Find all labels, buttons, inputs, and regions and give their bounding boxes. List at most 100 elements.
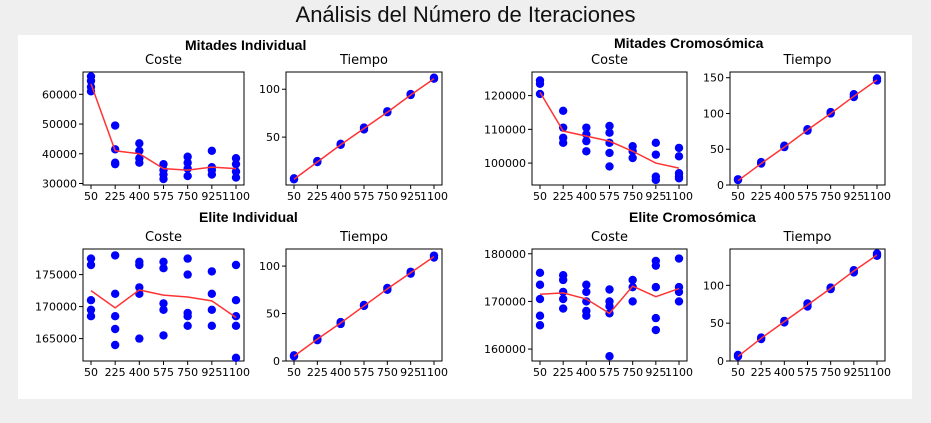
- y-tick-label: 100: [259, 83, 280, 96]
- y-tick-label: 170000: [35, 301, 77, 314]
- subplot-title: Coste: [591, 53, 628, 68]
- data-point: [159, 305, 168, 314]
- y-tick-label: 100000: [484, 157, 526, 170]
- subplot-title: Tiempo: [782, 53, 831, 68]
- y-tick-label: 30000: [42, 178, 77, 191]
- x-tick-label: 1100: [863, 366, 891, 379]
- data-point: [231, 154, 241, 163]
- data-point: [535, 311, 545, 320]
- y-tick-label: 0: [273, 355, 280, 368]
- data-point: [86, 72, 96, 81]
- data-point: [651, 261, 661, 270]
- data-point: [674, 297, 684, 306]
- data-point: [535, 321, 545, 330]
- data-point: [207, 267, 217, 276]
- x-tick-label: 50: [84, 190, 98, 203]
- data-point: [86, 254, 96, 263]
- group-title-mitades-cromosomica: Mitades Cromosómica: [614, 35, 764, 51]
- data-point: [558, 287, 568, 297]
- subplot-title: Tiempo: [782, 230, 831, 245]
- x-tick-label: 1100: [665, 366, 693, 379]
- data-point: [207, 321, 217, 330]
- data-point: [110, 312, 120, 321]
- data-point: [558, 275, 568, 285]
- data-point: [605, 285, 614, 294]
- x-tick-label: 400: [330, 366, 351, 379]
- data-point: [110, 289, 120, 298]
- x-tick-label: 50: [731, 366, 745, 379]
- x-tick-label: 50: [287, 190, 301, 203]
- subplot-title: Coste: [145, 230, 182, 245]
- group-title-elite-individual: Elite Individual: [199, 209, 298, 225]
- data-point: [535, 268, 545, 278]
- data-point: [582, 123, 591, 132]
- x-tick-label: 225: [553, 190, 574, 203]
- y-tick-label: 50: [710, 317, 724, 330]
- x-tick-label: 50: [533, 366, 547, 379]
- data-point: [159, 257, 168, 266]
- x-tick-label: 575: [797, 190, 818, 203]
- x-tick-label: 750: [377, 366, 398, 379]
- data-point: [628, 297, 637, 306]
- x-tick-label: 400: [129, 190, 150, 203]
- data-point: [558, 304, 568, 313]
- x-tick-label: 225: [307, 366, 328, 379]
- data-point: [135, 283, 144, 292]
- data-point: [733, 350, 743, 360]
- x-tick-label: 575: [599, 190, 620, 203]
- x-tick-label: 750: [622, 366, 643, 379]
- data-point: [651, 138, 661, 148]
- x-tick-label: 925: [645, 190, 666, 203]
- x-tick-label: 400: [129, 366, 150, 379]
- data-point: [135, 158, 144, 167]
- data-point: [289, 351, 299, 360]
- subplot-title: Tiempo: [339, 230, 388, 245]
- x-tick-label: 575: [354, 190, 375, 203]
- data-point: [159, 264, 168, 273]
- data-point: [207, 289, 217, 298]
- data-point: [135, 334, 144, 343]
- y-tick-label: 40000: [42, 148, 77, 161]
- x-tick-label: 925: [400, 366, 421, 379]
- x-tick-label: 925: [201, 190, 222, 203]
- data-point: [289, 174, 299, 183]
- figure-title: Análisis del Número de Iteraciones: [295, 2, 636, 27]
- y-tick-label: 60000: [42, 88, 77, 101]
- data-point: [207, 305, 217, 314]
- data-point: [231, 159, 241, 169]
- subplot-title: Coste: [145, 53, 182, 68]
- y-tick-label: 120000: [484, 90, 526, 103]
- data-point: [183, 158, 192, 167]
- data-point: [183, 171, 192, 181]
- chart-4: Coste 50 225 400 575 750 925 1100 165000 170000 17…: [35, 230, 250, 379]
- trend-line: [539, 91, 680, 169]
- data-point: [183, 152, 192, 161]
- y-tick-label: 180000: [484, 248, 526, 261]
- data-point: [651, 150, 661, 159]
- x-tick-label: 1100: [420, 366, 448, 379]
- data-point: [628, 153, 637, 163]
- data-point: [135, 139, 144, 148]
- y-tick-label: 50: [266, 131, 280, 144]
- data-point: [110, 159, 120, 169]
- data-point: [558, 138, 568, 148]
- x-tick-label: 50: [533, 190, 547, 203]
- data-point: [582, 297, 591, 306]
- x-tick-label: 50: [731, 190, 745, 203]
- data-point: [207, 170, 217, 179]
- data-point: [558, 123, 568, 132]
- x-tick-label: 750: [177, 366, 198, 379]
- data-point: [605, 121, 614, 131]
- x-tick-label: 50: [287, 366, 301, 379]
- data-point: [605, 148, 614, 158]
- group-title-elite-cromosomica: Elite Cromosómica: [629, 209, 756, 225]
- data-point: [628, 275, 637, 285]
- data-point: [110, 340, 120, 350]
- data-point: [86, 296, 96, 305]
